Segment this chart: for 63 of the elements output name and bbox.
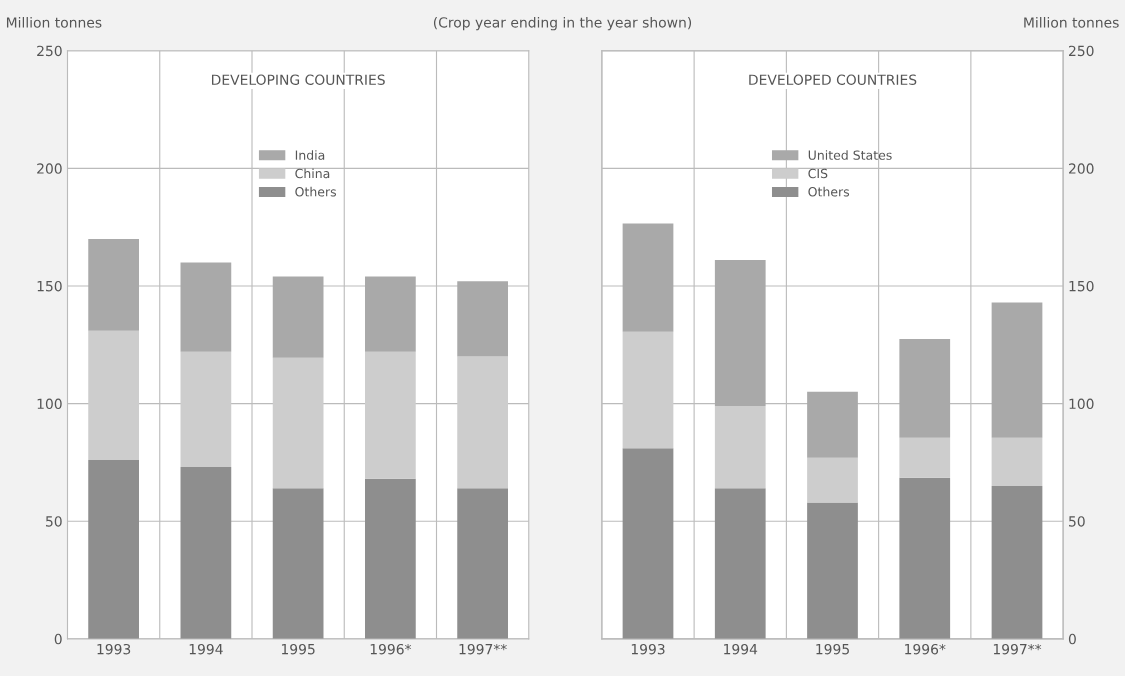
bar [457, 488, 508, 639]
bar [88, 238, 139, 331]
y2-axis-title: Million tonnes [1024, 16, 1119, 28]
y-tick-label: 0 [54, 633, 62, 645]
x-tick-label: 1995 [281, 643, 315, 655]
y-tick-label: 50 [46, 516, 62, 527]
text: DEVELOPED COUNTRIES [749, 74, 917, 85]
x-tick-label: 1996* [905, 643, 946, 655]
bar [714, 405, 766, 489]
text: (Crop year ending in the year shown) [433, 16, 692, 31]
legend-label: China [295, 168, 330, 179]
y-tick-label: 100 [37, 398, 62, 410]
x-tick-label: 1997** [993, 643, 1042, 655]
y2-tick-label: 50 [1069, 516, 1085, 527]
bar [457, 281, 508, 357]
bar [991, 485, 1043, 639]
bar [365, 478, 416, 639]
bar [365, 276, 416, 352]
y-tick-label: 150 [37, 280, 62, 292]
bar [365, 351, 416, 479]
legend-label: Others [808, 186, 850, 197]
x-tick-label: 1994 [724, 643, 758, 655]
bar [622, 223, 674, 332]
x-tick-label: 1997** [459, 643, 507, 655]
bar [991, 302, 1043, 438]
bar [272, 357, 324, 489]
legend-label: United States [808, 150, 892, 160]
legend-label: Others [295, 186, 337, 197]
bar [807, 391, 858, 458]
legend-label: CIS [808, 168, 828, 179]
x-tick-label: 1996* [370, 643, 412, 655]
bar [622, 331, 674, 449]
bar [714, 488, 766, 639]
bar [272, 488, 324, 639]
text: DEVELOPING COUNTRIES [212, 74, 385, 85]
bar [622, 448, 674, 639]
y-axis-title: Million tonnes [6, 16, 102, 28]
y2-tick-label: 200 [1069, 163, 1094, 174]
bar [88, 330, 139, 461]
x-tick-label: 1993 [631, 643, 665, 655]
x-tick-label: 1994 [189, 643, 223, 655]
bar [180, 262, 232, 352]
x-tick-label: 1993 [97, 643, 131, 655]
bar [807, 457, 858, 503]
bar [180, 467, 232, 639]
bar [88, 460, 139, 639]
bar [899, 338, 951, 438]
y2-tick-label: 100 [1069, 398, 1094, 410]
bar [899, 477, 951, 639]
y-tick-label: 200 [37, 163, 62, 174]
bar [457, 356, 508, 489]
bar [714, 260, 766, 406]
bar [180, 351, 232, 468]
legend-label: India [295, 150, 325, 160]
bar [899, 437, 951, 478]
bar [272, 276, 324, 358]
y-tick-label: 250 [37, 45, 62, 57]
y2-tick-label: 250 [1069, 45, 1094, 57]
y2-tick-label: 150 [1069, 280, 1094, 292]
y2-tick-label: 0 [1068, 633, 1076, 645]
x-tick-label: 1995 [816, 643, 849, 655]
bar [807, 502, 858, 639]
bar [991, 437, 1043, 486]
